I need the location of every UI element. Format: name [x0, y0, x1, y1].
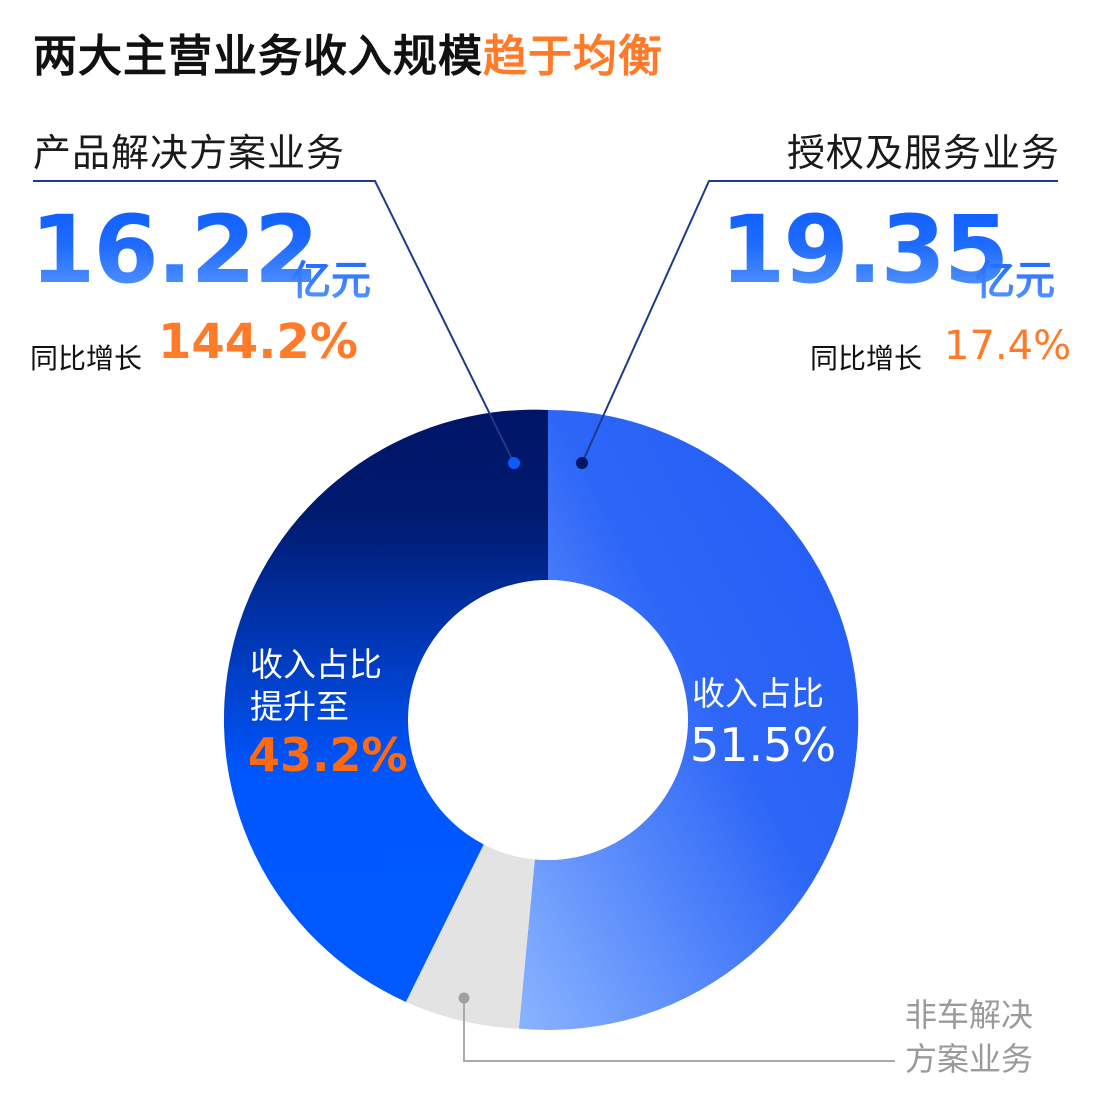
- left-yoy-label: 同比增长: [30, 342, 143, 375]
- leader-line-right: [581, 180, 1058, 464]
- right-revenue-unit: 亿元: [975, 248, 1055, 306]
- other-segment-label-line1: 非车解决: [905, 996, 1034, 1034]
- chart-title: 两大主营业务收入规模趋于均衡: [33, 20, 663, 84]
- leader-dot-right: [576, 457, 588, 469]
- left-segment-name: 产品解决方案业务: [33, 131, 346, 175]
- leader-line-left: [33, 180, 515, 464]
- donut-hole: [408, 580, 688, 860]
- left-share-label-line1: 收入占比: [250, 645, 382, 684]
- left-revenue-value: 16.22: [30, 196, 319, 305]
- segment-product-solutions[interactable]: [223, 409, 549, 1003]
- right-segment-name: 授权及服务业务: [786, 131, 1060, 175]
- leader-dot-gray: [458, 992, 470, 1004]
- left-share-value: 43.2%: [248, 728, 408, 782]
- other-segment-label-line2: 方案业务: [905, 1040, 1034, 1078]
- left-revenue-unit: 亿元: [291, 248, 371, 306]
- right-revenue-value: 19.35: [720, 196, 1009, 305]
- right-share-value: 51.5%: [690, 718, 837, 772]
- left-yoy-value: 144.2%: [158, 314, 358, 370]
- title-main: 两大主营业务收入规模: [33, 31, 483, 82]
- title-highlight: 趋于均衡: [483, 31, 663, 82]
- right-yoy-label: 同比增长: [810, 342, 923, 375]
- right-share-label: 收入占比: [692, 674, 824, 713]
- leader-line-gray: [463, 998, 895, 1062]
- segment-licensing-services[interactable]: [518, 409, 859, 1030]
- right-yoy-value: 17.4%: [944, 323, 1072, 369]
- segment-non-auto-solutions[interactable]: [405, 844, 535, 1029]
- leader-dot-left: [508, 457, 520, 469]
- left-share-label-line2: 提升至: [250, 687, 349, 726]
